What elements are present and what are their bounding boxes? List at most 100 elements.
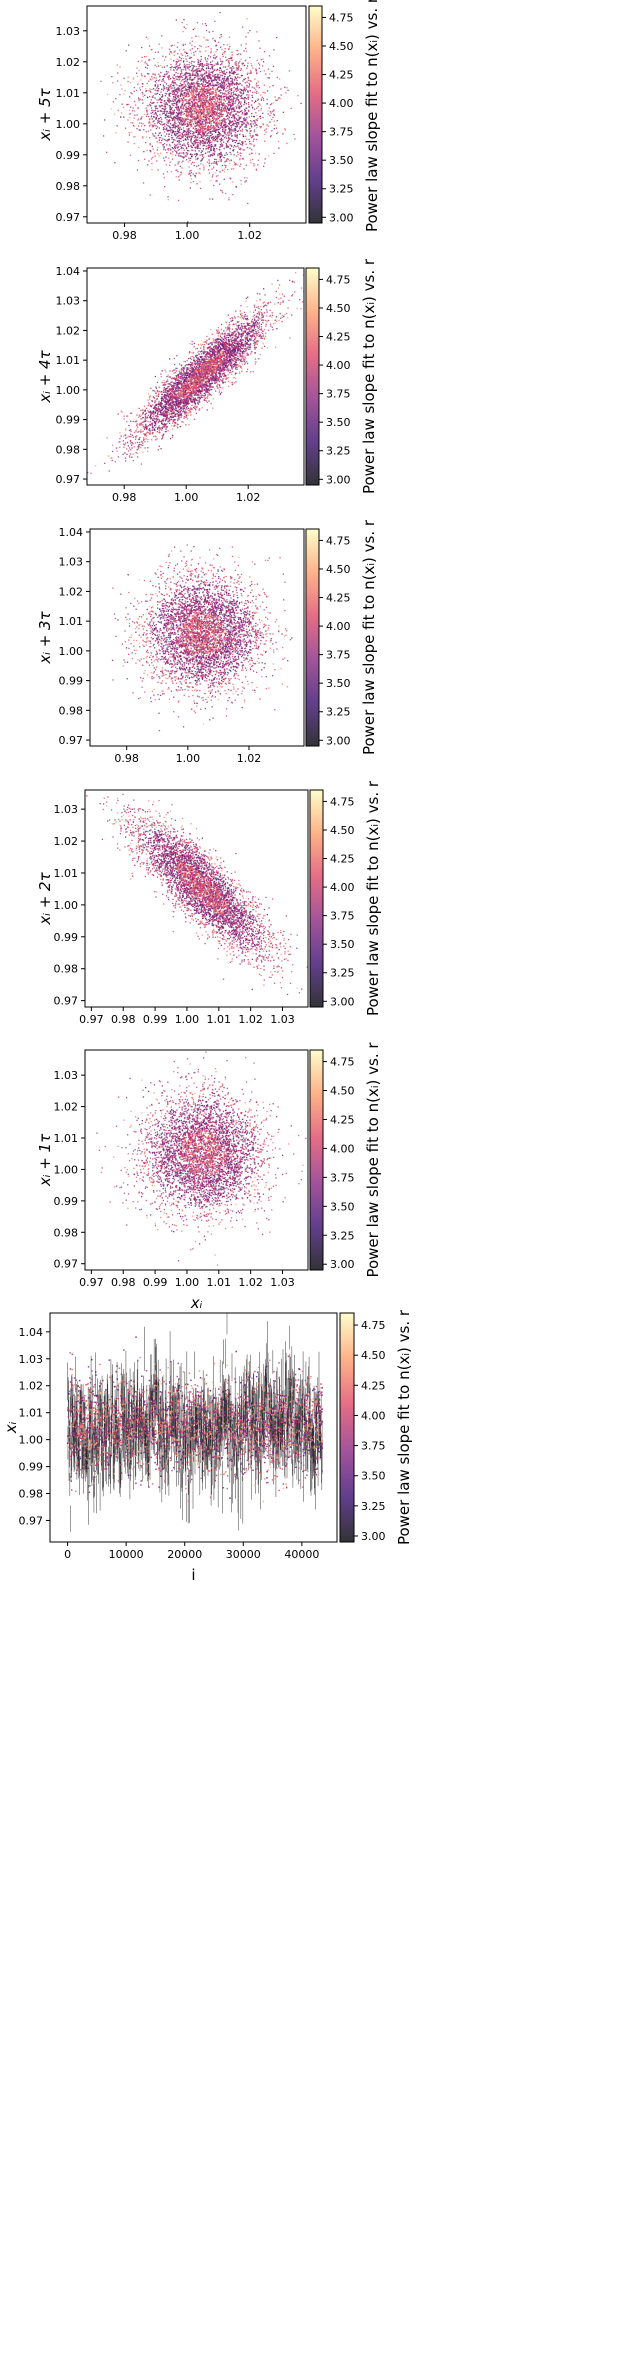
scatter-point — [152, 77, 154, 79]
scatter-point — [189, 119, 191, 121]
scatter-point — [199, 132, 201, 134]
scatter-point — [208, 115, 211, 118]
scatter-point — [177, 127, 180, 130]
scatter-point — [240, 68, 242, 70]
scatter-point — [218, 69, 221, 71]
scatter-point — [190, 112, 192, 115]
scatter-point — [205, 118, 208, 121]
scatter-point — [231, 80, 233, 82]
scatter-point — [252, 134, 254, 137]
scatter-point — [198, 112, 200, 115]
scatter-point — [172, 77, 175, 79]
scatter-point — [227, 336, 230, 339]
scatter-point — [186, 135, 189, 137]
scatter-point — [134, 136, 136, 138]
scatter-point — [174, 369, 176, 371]
scatter-point — [238, 101, 241, 103]
scatter-point — [183, 79, 185, 81]
scatter-point — [183, 99, 186, 101]
scatter-point — [185, 69, 187, 71]
scatter-point — [182, 136, 184, 139]
scatter-point — [180, 155, 183, 157]
scatter-point — [257, 99, 259, 101]
scatter-point — [190, 138, 192, 140]
scatter-point — [245, 125, 247, 127]
scatter-point — [205, 104, 207, 107]
scatter-point — [211, 104, 213, 106]
scatter-point — [230, 105, 232, 108]
scatter-point — [240, 180, 242, 182]
scatter-point — [220, 60, 222, 62]
scatter-point — [154, 89, 156, 91]
scatter-point — [246, 122, 248, 124]
scatter-point — [256, 115, 258, 117]
scatter-point — [231, 328, 234, 330]
scatter-point — [202, 92, 205, 94]
scatter-point — [211, 154, 213, 156]
scatter-point — [223, 86, 225, 88]
scatter-point — [241, 144, 243, 146]
scatter-point — [202, 110, 204, 112]
scatter-point — [160, 64, 162, 67]
scatter-point — [186, 159, 188, 161]
scatter-point — [201, 93, 203, 95]
scatter-point — [242, 135, 244, 137]
scatter-point — [232, 120, 234, 122]
scatter-point — [260, 107, 262, 109]
scatter-point — [159, 114, 161, 116]
scatter-point — [272, 102, 274, 104]
scatter-point — [262, 116, 264, 119]
scatter-point — [235, 163, 237, 165]
scatter-point — [180, 413, 183, 415]
scatter-point — [173, 85, 175, 87]
scatter-point — [154, 105, 156, 107]
scatter-point — [212, 68, 214, 70]
scatter-point — [208, 83, 210, 85]
scatter-point — [208, 119, 211, 122]
scatter-point — [159, 413, 161, 416]
scatter-point — [218, 77, 220, 79]
scatter-point — [176, 91, 178, 93]
scatter-point — [182, 374, 184, 377]
scatter-point — [226, 106, 229, 109]
scatter-point — [246, 339, 248, 341]
scatter-point — [212, 167, 215, 169]
scatter-point — [199, 74, 202, 76]
scatter-point — [196, 104, 199, 106]
scatter-point — [182, 43, 184, 45]
scatter-point — [182, 74, 184, 77]
scatter-point — [226, 113, 229, 115]
scatter-point — [163, 157, 165, 159]
scatter-point — [174, 147, 176, 149]
scatter-point — [161, 99, 163, 101]
scatter-point — [219, 104, 221, 106]
scatter-point — [182, 106, 184, 108]
scatter-point — [237, 96, 239, 98]
scatter-point — [188, 90, 191, 93]
scatter-point — [190, 123, 192, 125]
scatter-point — [222, 118, 225, 120]
scatter-point — [147, 64, 149, 66]
scatter-point — [190, 62, 192, 64]
scatter-point — [173, 69, 175, 72]
scatter-point — [186, 83, 189, 85]
scatter-point — [224, 126, 226, 128]
scatter-point — [161, 66, 164, 69]
scatter-point — [165, 139, 167, 142]
scatter-point — [151, 424, 153, 426]
scatter-point — [186, 112, 188, 114]
scatter-point — [121, 88, 123, 90]
scatter-point — [186, 115, 188, 117]
scatter-point — [180, 147, 182, 150]
scatter-point — [191, 113, 194, 115]
scatter-point — [178, 131, 180, 133]
scatter-point — [229, 82, 231, 84]
scatter-point — [198, 164, 200, 167]
scatter-point — [163, 86, 165, 88]
scatter-point — [221, 164, 224, 167]
scatter-point — [202, 66, 204, 68]
scatter-point — [246, 18, 248, 20]
scatter-point — [181, 124, 183, 127]
scatter-point — [224, 120, 226, 122]
scatter-point — [174, 121, 176, 124]
